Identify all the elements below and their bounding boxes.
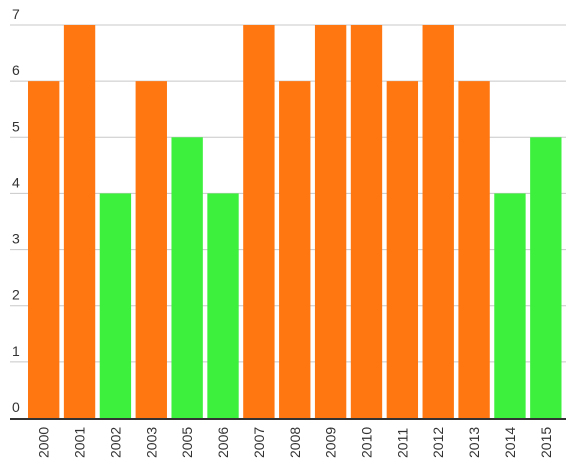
bar-2003 — [135, 81, 167, 419]
y-tick-label: 3 — [12, 231, 20, 247]
x-tick-label: 2009 — [323, 427, 339, 458]
y-tick-label: 4 — [12, 174, 20, 190]
x-tick-label: 2006 — [215, 427, 231, 458]
bar-2007 — [243, 25, 275, 418]
bar-2000 — [28, 81, 60, 419]
y-axis-tick-labels: 0 1 2 3 4 5 6 7 — [12, 6, 20, 415]
x-tick-label: 2012 — [430, 427, 446, 458]
bar-2012 — [422, 25, 454, 418]
bar-2001 — [63, 25, 96, 418]
x-tick-label: 2014 — [502, 427, 518, 458]
x-tick-label: 2007 — [251, 427, 267, 458]
bar-2013 — [458, 81, 490, 419]
x-tick-label: 2001 — [72, 427, 88, 458]
bar-2002 — [99, 193, 132, 418]
bar-2014 — [494, 193, 526, 418]
bar-2005 — [171, 137, 203, 419]
x-tick-label: 2013 — [466, 427, 482, 458]
x-tick-label: 2003 — [143, 427, 159, 458]
y-tick-label: 7 — [12, 6, 20, 22]
x-tick-label: 2005 — [179, 427, 195, 458]
x-tick-label: 2011 — [394, 428, 410, 458]
x-tick-label: 2010 — [358, 427, 374, 458]
x-tick-label: 2000 — [36, 427, 52, 458]
bar-2008 — [279, 81, 311, 419]
x-tick-label: 2008 — [287, 427, 303, 458]
bar-2011 — [386, 81, 419, 419]
bar-2010 — [350, 25, 383, 418]
y-tick-label: 6 — [12, 62, 20, 78]
y-tick-label: 5 — [12, 118, 20, 134]
bar-2006 — [207, 193, 239, 418]
x-tick-label: 2002 — [107, 427, 123, 458]
y-tick-label: 2 — [12, 287, 20, 303]
bar-2015 — [530, 137, 562, 419]
y-tick-label: 0 — [12, 399, 20, 415]
bars — [28, 25, 562, 419]
x-axis-tick-labels: 2000 2001 2002 2003 2005 2006 2007 2008 2009 2010… — [36, 427, 554, 458]
x-tick-label: 2015 — [538, 427, 554, 458]
bar-2009 — [314, 25, 347, 418]
y-tick-label: 1 — [12, 343, 20, 359]
